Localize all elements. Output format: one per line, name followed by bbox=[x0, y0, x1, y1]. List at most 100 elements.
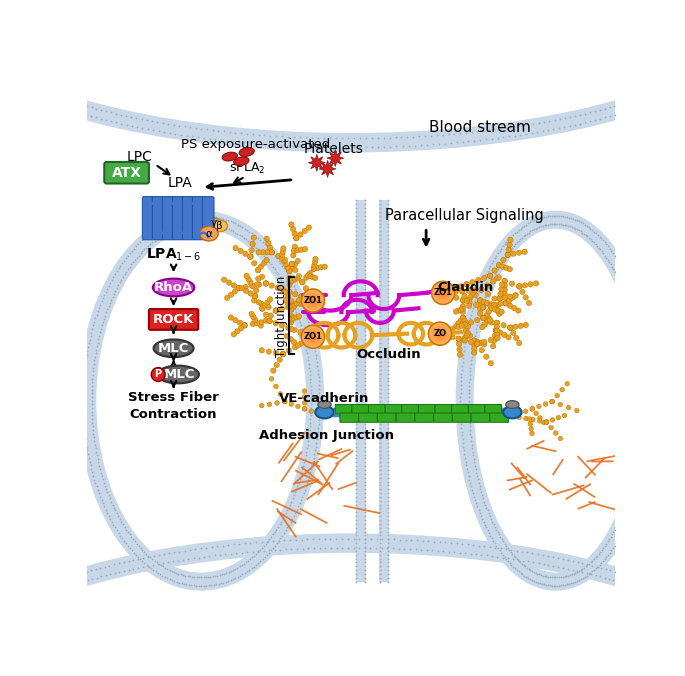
Circle shape bbox=[287, 304, 292, 309]
Circle shape bbox=[508, 303, 512, 308]
Point bbox=[82, 349, 92, 360]
Point bbox=[360, 195, 371, 206]
Point bbox=[207, 125, 218, 136]
Point bbox=[466, 347, 477, 358]
Point bbox=[469, 491, 479, 502]
Point bbox=[351, 561, 362, 572]
Point bbox=[606, 259, 616, 270]
Point bbox=[360, 537, 371, 548]
Point bbox=[351, 241, 362, 252]
Point bbox=[131, 113, 142, 124]
Point bbox=[212, 220, 223, 231]
Point bbox=[547, 552, 558, 562]
Circle shape bbox=[458, 307, 463, 312]
Point bbox=[298, 460, 309, 471]
Point bbox=[90, 564, 101, 575]
Point bbox=[468, 303, 479, 314]
Point bbox=[32, 592, 42, 603]
Circle shape bbox=[473, 287, 477, 293]
Point bbox=[382, 287, 393, 298]
Point bbox=[579, 228, 590, 239]
Point bbox=[108, 271, 119, 282]
Point bbox=[462, 467, 473, 478]
Point bbox=[390, 132, 401, 143]
Point bbox=[470, 296, 481, 307]
Point bbox=[58, 582, 68, 593]
Point bbox=[640, 585, 651, 596]
Circle shape bbox=[456, 321, 461, 327]
Point bbox=[216, 135, 227, 145]
Point bbox=[599, 554, 610, 564]
Point bbox=[463, 395, 474, 406]
Point bbox=[47, 577, 58, 588]
Text: ZO1: ZO1 bbox=[434, 289, 453, 297]
Point bbox=[625, 283, 636, 294]
Circle shape bbox=[500, 264, 506, 269]
Point bbox=[282, 505, 292, 516]
Circle shape bbox=[306, 330, 320, 343]
Point bbox=[382, 387, 393, 398]
Point bbox=[521, 128, 532, 139]
Point bbox=[21, 596, 32, 607]
Point bbox=[115, 530, 126, 541]
Point bbox=[681, 76, 685, 87]
Point bbox=[288, 510, 299, 521]
Point bbox=[177, 570, 188, 581]
Point bbox=[238, 558, 249, 569]
Point bbox=[632, 341, 643, 352]
Point bbox=[360, 291, 371, 302]
Point bbox=[351, 287, 362, 298]
Point bbox=[382, 534, 393, 545]
Point bbox=[111, 117, 122, 128]
Point bbox=[409, 140, 420, 151]
Point bbox=[485, 260, 496, 271]
Point bbox=[465, 429, 476, 439]
Point bbox=[291, 504, 302, 515]
Point bbox=[360, 264, 371, 275]
Point bbox=[382, 418, 393, 429]
Point bbox=[128, 243, 139, 254]
Point bbox=[499, 239, 510, 249]
Circle shape bbox=[550, 400, 554, 404]
Point bbox=[360, 222, 371, 233]
Point bbox=[481, 502, 492, 513]
Circle shape bbox=[501, 332, 507, 337]
Point bbox=[160, 571, 171, 582]
Circle shape bbox=[294, 314, 299, 320]
Point bbox=[537, 550, 548, 560]
Point bbox=[497, 254, 508, 265]
Circle shape bbox=[292, 244, 297, 249]
Circle shape bbox=[464, 282, 469, 287]
Point bbox=[173, 120, 184, 131]
Point bbox=[572, 557, 583, 568]
Point bbox=[374, 284, 385, 295]
Point bbox=[601, 252, 612, 263]
Point bbox=[296, 467, 307, 478]
Text: ZO: ZO bbox=[434, 329, 447, 338]
Circle shape bbox=[290, 226, 296, 232]
Circle shape bbox=[465, 324, 471, 329]
Point bbox=[360, 249, 371, 260]
Circle shape bbox=[536, 404, 541, 409]
Point bbox=[655, 582, 666, 593]
Point bbox=[242, 555, 253, 566]
Circle shape bbox=[511, 251, 516, 256]
Point bbox=[607, 529, 618, 540]
Point bbox=[513, 235, 524, 246]
Circle shape bbox=[286, 325, 291, 331]
Point bbox=[478, 274, 489, 285]
Point bbox=[636, 316, 647, 327]
Point bbox=[614, 514, 625, 525]
Point bbox=[50, 585, 61, 596]
Point bbox=[510, 239, 521, 249]
Circle shape bbox=[288, 298, 294, 304]
Point bbox=[525, 217, 536, 228]
Point bbox=[35, 591, 46, 602]
Text: Platelets: Platelets bbox=[304, 142, 364, 156]
Point bbox=[374, 299, 385, 310]
Point bbox=[257, 554, 268, 564]
Point bbox=[593, 242, 604, 253]
Point bbox=[351, 372, 362, 383]
Point bbox=[635, 432, 646, 443]
Point bbox=[360, 434, 371, 445]
